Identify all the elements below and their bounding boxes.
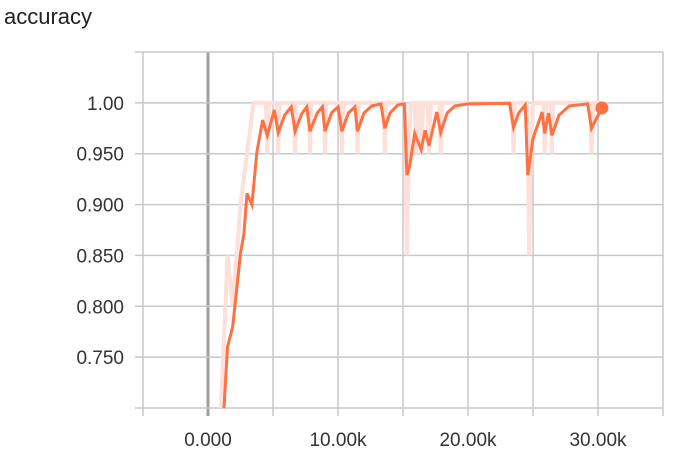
tick-labels: 1.00 0.950 0.900 0.850 0.800 0.750 0.000 10.00k… [76, 94, 627, 451]
y-tick-label: 1.00 [87, 94, 124, 115]
x-tick-label: 30.00k [569, 430, 627, 451]
x-tick-label: 10.00k [309, 430, 367, 451]
smoothed-series-line [222, 100, 604, 408]
grid-lines [135, 51, 664, 416]
raw-series-line [219, 100, 602, 408]
y-tick-label: 0.800 [76, 297, 124, 318]
x-tick-label: 20.00k [439, 430, 497, 451]
chart-title: accuracy [4, 4, 93, 29]
y-tick-label: 0.950 [76, 145, 124, 166]
x-tick-label: 0.000 [184, 430, 232, 451]
series-lines [219, 100, 609, 408]
y-tick-label: 0.900 [76, 196, 124, 217]
last-point-marker [595, 101, 609, 115]
y-tick-label: 0.750 [76, 348, 124, 369]
y-tick-label: 0.850 [76, 246, 124, 267]
